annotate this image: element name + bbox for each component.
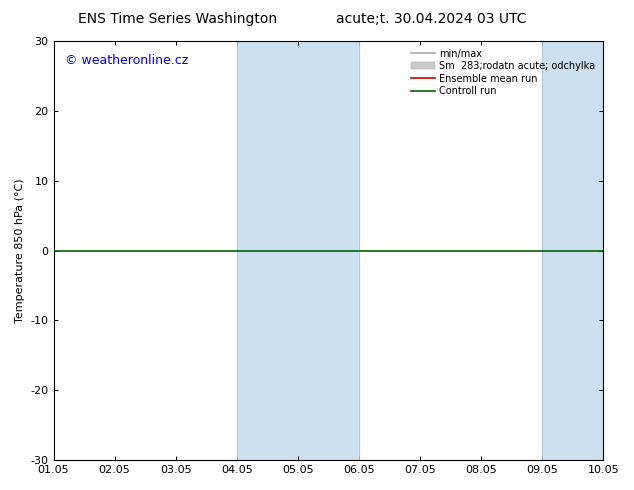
Text: © weatheronline.cz: © weatheronline.cz [65,53,188,67]
Text: acute;t. 30.04.2024 03 UTC: acute;t. 30.04.2024 03 UTC [336,12,526,26]
Bar [542,41,603,460]
Text: ENS Time Series Washington: ENS Time Series Washington [78,12,277,26]
Legend: min/max, Sm  283;rodatn acute; odchylka, Ensemble mean run, Controll run: min/max, Sm 283;rodatn acute; odchylka, … [408,46,598,99]
Y-axis label: Temperature 850 hPa (°C): Temperature 850 hPa (°C) [15,178,25,323]
Bar [236,41,359,460]
